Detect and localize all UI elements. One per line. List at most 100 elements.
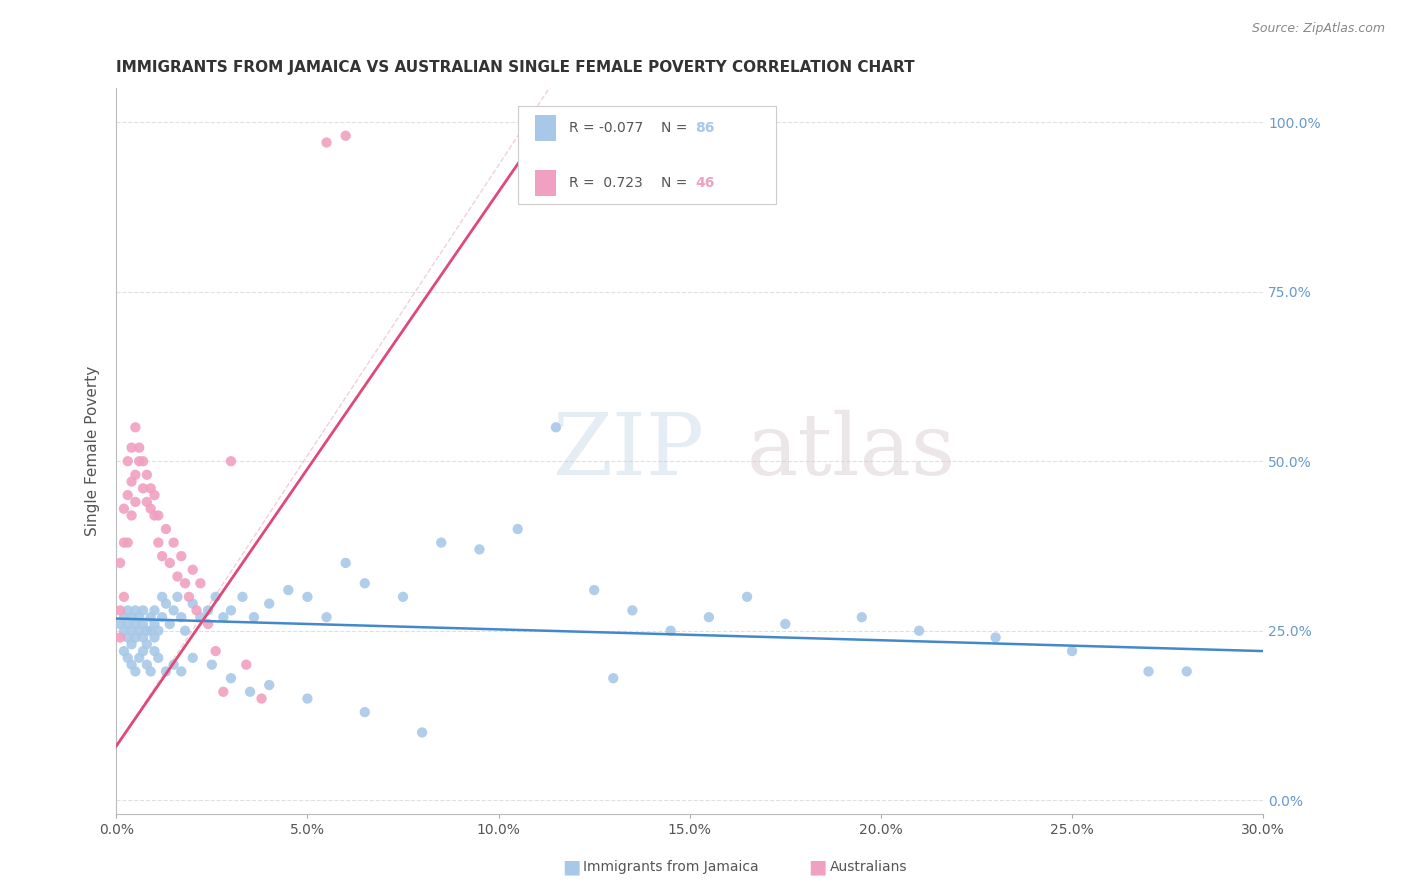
Point — [190, 610, 212, 624]
Point — [117, 535, 139, 549]
Point — [148, 651, 170, 665]
Point — [121, 475, 143, 489]
Point — [468, 542, 491, 557]
Point — [139, 481, 162, 495]
Point — [335, 128, 357, 143]
Point — [159, 556, 181, 570]
Point — [621, 603, 644, 617]
Point — [150, 610, 173, 624]
Point — [315, 610, 337, 624]
Point — [174, 624, 197, 638]
Point — [132, 644, 155, 658]
Text: R = -0.077: R = -0.077 — [569, 121, 644, 136]
Point — [335, 556, 357, 570]
Point — [297, 691, 319, 706]
Point — [170, 665, 193, 679]
Point — [430, 535, 453, 549]
Point — [135, 657, 157, 672]
Point — [112, 644, 135, 658]
Point — [124, 420, 146, 434]
Text: R =  0.723: R = 0.723 — [569, 176, 643, 190]
Point — [117, 651, 139, 665]
FancyBboxPatch shape — [534, 169, 555, 195]
Point — [544, 420, 567, 434]
Point — [132, 603, 155, 617]
Point — [117, 631, 139, 645]
Point — [506, 522, 529, 536]
Point — [250, 691, 273, 706]
Point — [139, 624, 162, 638]
Point — [411, 725, 433, 739]
Point — [235, 657, 257, 672]
Point — [124, 631, 146, 645]
Point — [124, 665, 146, 679]
Point — [124, 467, 146, 482]
Point — [135, 637, 157, 651]
Point — [353, 705, 375, 719]
Point — [851, 610, 873, 624]
Point — [150, 590, 173, 604]
Point — [108, 556, 131, 570]
Point — [697, 610, 720, 624]
Point — [128, 651, 150, 665]
Point — [212, 610, 235, 624]
Text: IMMIGRANTS FROM JAMAICA VS AUSTRALIAN SINGLE FEMALE POVERTY CORRELATION CHART: IMMIGRANTS FROM JAMAICA VS AUSTRALIAN SI… — [117, 60, 915, 75]
Point — [139, 665, 162, 679]
Point — [166, 569, 188, 583]
Point — [353, 576, 375, 591]
Point — [112, 610, 135, 624]
Text: Source: ZipAtlas.com: Source: ZipAtlas.com — [1251, 22, 1385, 36]
FancyBboxPatch shape — [517, 106, 776, 204]
Point — [1060, 644, 1083, 658]
Point — [121, 624, 143, 638]
Point — [143, 488, 166, 502]
Point — [204, 644, 226, 658]
Point — [257, 678, 280, 692]
Point — [166, 590, 188, 604]
Point — [128, 441, 150, 455]
Point — [148, 508, 170, 523]
FancyBboxPatch shape — [534, 115, 555, 141]
Point — [583, 583, 606, 598]
Point — [392, 590, 415, 604]
Text: 46: 46 — [696, 176, 714, 190]
Point — [124, 603, 146, 617]
Point — [162, 535, 184, 549]
Point — [112, 501, 135, 516]
Point — [735, 590, 758, 604]
Point — [155, 522, 177, 536]
Point — [139, 501, 162, 516]
Point — [1175, 665, 1198, 679]
Point — [135, 624, 157, 638]
Point — [181, 597, 204, 611]
Point — [135, 495, 157, 509]
Text: ZIP: ZIP — [553, 409, 704, 492]
Text: N =: N = — [661, 176, 688, 190]
Point — [155, 665, 177, 679]
Point — [132, 631, 155, 645]
Point — [174, 576, 197, 591]
Point — [659, 624, 682, 638]
Text: N =: N = — [661, 121, 688, 136]
Point — [143, 644, 166, 658]
Point — [132, 617, 155, 632]
Point — [231, 590, 253, 604]
Point — [112, 590, 135, 604]
Point — [124, 495, 146, 509]
Point — [121, 610, 143, 624]
Point — [908, 624, 931, 638]
Point — [239, 685, 262, 699]
Point — [257, 597, 280, 611]
Point — [181, 563, 204, 577]
Point — [204, 590, 226, 604]
Point — [117, 488, 139, 502]
Point — [117, 454, 139, 468]
Text: ■: ■ — [808, 857, 827, 877]
Point — [177, 590, 200, 604]
Point — [143, 603, 166, 617]
Point — [132, 454, 155, 468]
Point — [297, 590, 319, 604]
Point — [162, 657, 184, 672]
Text: Immigrants from Jamaica: Immigrants from Jamaica — [583, 860, 759, 874]
Point — [162, 603, 184, 617]
